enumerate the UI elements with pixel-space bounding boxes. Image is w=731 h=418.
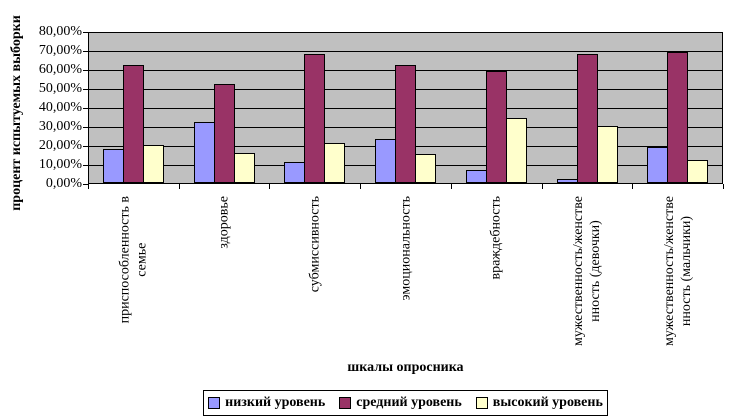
category-label: субмиссивность: [307, 196, 323, 293]
plot-area: [88, 32, 723, 184]
y-tick-mark: [83, 146, 88, 147]
bar-series3-cat6: [596, 126, 618, 183]
category-group: [361, 33, 452, 183]
category-label: приспособленность в семье: [117, 196, 150, 324]
category-label: здоровье: [216, 196, 232, 249]
x-tick-mark: [88, 184, 89, 189]
bar-series2-cat1: [123, 65, 144, 183]
y-tick-mark: [83, 51, 88, 52]
bar-series3-cat7: [687, 160, 709, 183]
bar-series3-cat3: [324, 143, 346, 183]
y-tick-mark: [83, 127, 88, 128]
bar-series1-cat6: [556, 179, 578, 183]
y-tick-label: 70,00%: [38, 43, 82, 58]
legend-swatch-icon: [339, 397, 352, 409]
bar-series2-cat4: [395, 65, 417, 183]
y-tick-mark: [83, 184, 88, 185]
bar-series1-cat3: [284, 162, 306, 183]
category-label: мужественность/женстве нность (девочки): [570, 196, 603, 347]
y-tick-label: 60,00%: [38, 62, 82, 77]
x-tick-mark: [451, 184, 452, 189]
category-label: мужественность/женстве нность (мальчики): [661, 196, 694, 347]
y-tick-label: 20,00%: [38, 138, 82, 153]
y-tick-mark: [83, 89, 88, 90]
legend-item-2: средний уровень: [339, 395, 462, 411]
y-tick-label: 50,00%: [38, 81, 82, 96]
y-tick-mark: [83, 108, 88, 109]
bar-series2-cat6: [576, 54, 598, 183]
bar-series3-cat1: [143, 145, 164, 183]
x-tick-mark: [723, 184, 724, 189]
category-group: [452, 33, 543, 183]
legend-item-1: низкий уровень: [208, 395, 325, 411]
bar-series3-cat4: [415, 154, 437, 183]
x-tick-mark: [179, 184, 180, 189]
bar-series1-cat5: [465, 170, 487, 183]
bar-series2-cat7: [667, 52, 689, 183]
legend-label: высокий уровень: [492, 395, 603, 410]
bar-series2-cat3: [304, 54, 326, 183]
y-tick-label: 0,00%: [45, 176, 82, 191]
y-tick-label: 40,00%: [38, 100, 82, 115]
legend-swatch-icon: [208, 397, 221, 409]
x-tick-mark: [360, 184, 361, 189]
y-tick-mark: [83, 165, 88, 166]
x-tick-mark: [542, 184, 543, 189]
category-group: [180, 33, 271, 183]
legend-label: средний уровень: [356, 395, 462, 410]
legend-item-3: высокий уровень: [475, 395, 603, 411]
x-axis-title: шкалы опросника: [347, 360, 464, 375]
category-group: [89, 33, 180, 183]
legend-label: низкий уровень: [225, 395, 326, 410]
bar-series3-cat2: [233, 153, 255, 183]
bar-series1-cat1: [103, 149, 124, 183]
x-tick-mark: [269, 184, 270, 189]
category-group: [543, 33, 634, 183]
x-tick-mark: [632, 184, 633, 189]
bar-series3-cat5: [505, 118, 527, 183]
bar-series2-cat2: [213, 84, 235, 183]
y-tick-mark: [83, 32, 88, 33]
y-tick-label: 10,00%: [38, 157, 82, 172]
y-tick-label: 30,00%: [38, 119, 82, 134]
bar-series1-cat4: [375, 139, 397, 183]
legend: низкий уровень средний уровень высокий уро…: [203, 390, 608, 416]
y-tick-mark: [83, 70, 88, 71]
y-tick-label: 80,00%: [38, 24, 82, 39]
bar-series2-cat5: [485, 71, 507, 183]
category-group: [633, 33, 724, 183]
bar-series1-cat2: [193, 122, 215, 183]
category-label: враждебность: [488, 196, 504, 280]
category-label: эмоциональность: [398, 196, 413, 301]
category-group: [270, 33, 361, 183]
bar-series1-cat7: [647, 147, 669, 183]
legend-swatch-icon: [475, 397, 488, 409]
gridline: [89, 51, 722, 52]
